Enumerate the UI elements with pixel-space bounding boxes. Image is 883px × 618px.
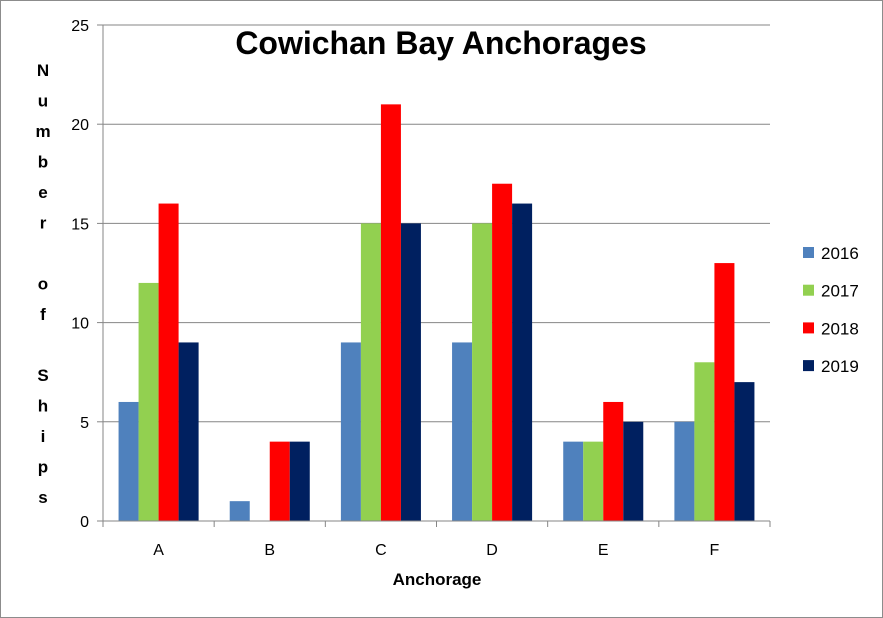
legend-label-2017: 2017 [821, 282, 859, 301]
bar-A-2017 [138, 282, 159, 521]
bar-E-2017 [583, 441, 604, 521]
bar-A-2018 [158, 203, 179, 521]
y-axis-title-char: u [38, 92, 48, 111]
x-tick-label: D [486, 542, 498, 559]
chart-title: Cowichan Bay Anchorages [235, 25, 646, 61]
bar-E-2019 [623, 421, 644, 521]
tick-labels: 0 5 10 15 20 25 A B C D E F [71, 18, 719, 559]
legend-label-2019: 2019 [821, 357, 859, 376]
y-axis-title-char: s [38, 488, 47, 507]
y-axis-title-char: r [40, 214, 47, 233]
x-tick-label: C [375, 542, 387, 559]
legend-swatch-2019 [803, 360, 814, 372]
x-tick-label: B [264, 542, 275, 559]
y-axis-title-char: b [38, 153, 48, 172]
bar-B-2016 [229, 501, 250, 521]
y-tick-label: 15 [71, 216, 89, 233]
legend-label-2018: 2018 [821, 319, 859, 338]
x-tick-label: E [598, 542, 609, 559]
bar-A-2019 [178, 342, 199, 521]
bar-D-2017 [472, 223, 493, 521]
y-axis-title-char: i [41, 427, 46, 446]
y-axis-title-char: f [40, 305, 46, 324]
y-axis-title-char: p [38, 458, 48, 477]
legend-label-2016: 2016 [821, 244, 859, 263]
legend-swatch-2018 [803, 322, 814, 334]
y-tick-label: 10 [71, 316, 89, 333]
y-axis-title-char: e [38, 183, 47, 202]
axes [97, 24, 771, 527]
legend-swatch-2016 [803, 247, 814, 258]
bar-B-2019 [289, 441, 310, 521]
bars [118, 104, 755, 522]
bar-D-2016 [452, 342, 473, 521]
bar-C-2018 [380, 104, 401, 522]
gridlines [103, 24, 770, 423]
y-tick-label: 20 [71, 117, 89, 134]
legend: 2016 2017 2018 2019 [803, 244, 859, 376]
y-axis-title-char: h [38, 397, 48, 416]
bar-F-2019 [734, 382, 755, 521]
bar-D-2018 [492, 183, 513, 521]
y-axis-title-char: N [37, 61, 49, 80]
bar-E-2018 [603, 401, 624, 521]
bar-D-2019 [512, 203, 533, 521]
y-axis-title-char: m [35, 122, 50, 141]
x-tick-label: A [153, 542, 164, 559]
y-tick-label: 5 [80, 415, 89, 432]
y-tick-label: 0 [80, 514, 89, 531]
bar-C-2016 [340, 342, 361, 521]
bar-F-2017 [694, 362, 715, 521]
y-axis-title-char: S [37, 366, 48, 385]
bar-F-2016 [674, 421, 695, 521]
bar-F-2018 [714, 263, 735, 521]
bar-C-2019 [400, 223, 421, 521]
bar-B-2018 [269, 441, 290, 521]
y-tick-label: 25 [71, 18, 89, 35]
bar-A-2016 [118, 401, 139, 521]
legend-swatch-2017 [803, 284, 814, 296]
bar-C-2017 [360, 223, 381, 521]
x-axis-title: Anchorage [393, 570, 482, 589]
y-axis-title-char: o [38, 275, 48, 294]
x-tick-label: F [710, 542, 720, 559]
bar-E-2016 [563, 441, 584, 521]
